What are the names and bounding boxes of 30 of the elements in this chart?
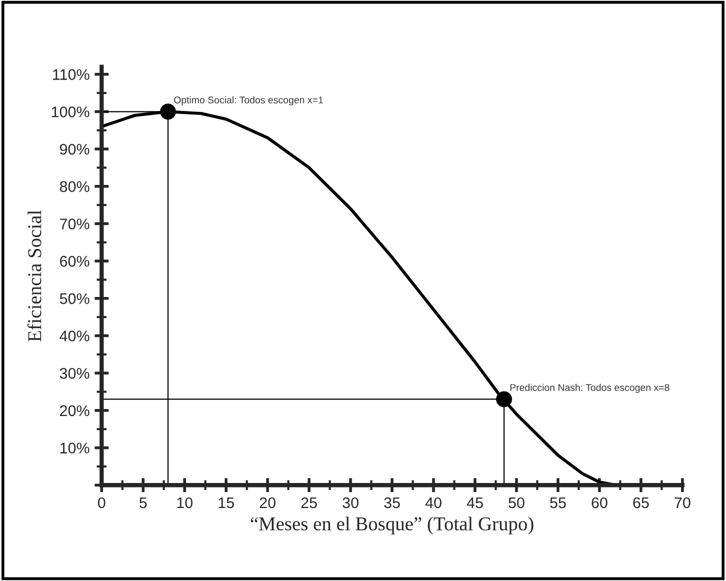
- y-tick-label: 60%: [60, 256, 90, 267]
- y-tick-label: 30%: [60, 368, 90, 379]
- y-tick-label: 70%: [60, 218, 90, 230]
- y-tick-label: 20%: [60, 405, 90, 416]
- y-tick-label: 90%: [60, 144, 90, 155]
- y-axis-title: Eficiencia Social: [27, 210, 42, 342]
- y-tick-label: 10%: [60, 442, 90, 454]
- x-tick-label: 70: [674, 497, 690, 508]
- x-tick-label: 20: [260, 497, 276, 508]
- x-tick-label: 40: [425, 497, 442, 508]
- x-tick-label: 15: [218, 498, 234, 508]
- x-tick-label: 65: [633, 497, 649, 508]
- y-tick-label: 100%: [52, 106, 90, 118]
- y-tick-label: 110%: [53, 69, 90, 80]
- x-tick-label: 35: [384, 497, 400, 508]
- y-tick-label: 80%: [60, 181, 90, 192]
- annotation: Optimo Social: Todos escogen x=1: [174, 96, 323, 106]
- x-tick-label: 50: [508, 497, 524, 508]
- x-tick-label: 25: [301, 497, 317, 508]
- y-tick-label: 50%: [60, 293, 90, 304]
- x-axis-title: “Meses en el Bosque” (Total Grupo): [250, 516, 534, 534]
- x-tick-label: 30: [342, 497, 358, 508]
- x-tick-label: 0: [98, 497, 106, 508]
- y-tick-label: 40%: [60, 330, 90, 342]
- x-tick-label: 5: [139, 498, 147, 508]
- annotation: Prediccion Nash: Todos escogen x=8: [510, 384, 670, 393]
- x-tick-label: 55: [550, 498, 566, 508]
- x-tick-label: 60: [592, 497, 608, 508]
- x-tick-label: 10: [177, 497, 193, 508]
- x-tick-label: 45: [466, 498, 483, 508]
